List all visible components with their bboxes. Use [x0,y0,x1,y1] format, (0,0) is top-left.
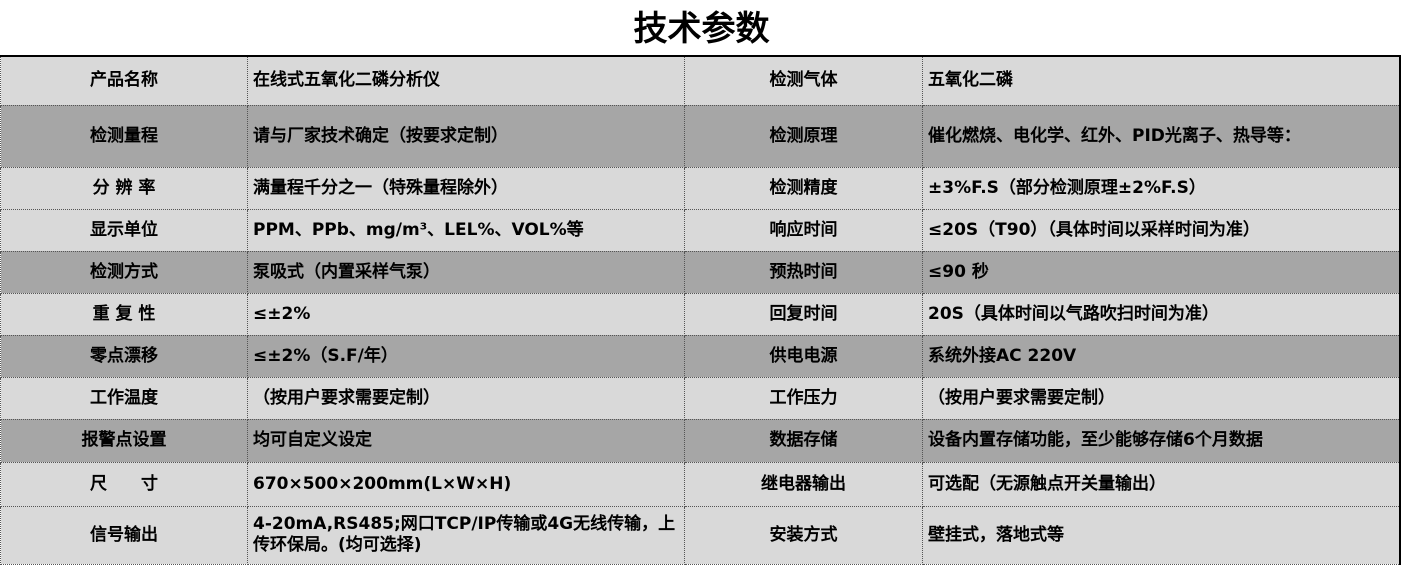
table-row: 工作温度 （按用户要求需要定制） 工作压力 （按用户要求需要定制） [0,376,1401,420]
page-title: 技术参数 [633,9,770,49]
table-row: 零点漂移 ≤±2%（S.F/年） 供电电源 系统外接AC 220V [0,334,1401,378]
spec-value: PPM、PPb、mg/m³、LEL%、VOL%等 [247,208,685,252]
spec-label: 显示单位 [0,208,248,252]
spec-label: 检测原理 [684,104,923,168]
spec-value: 五氧化二磷 [922,55,1401,106]
spec-label: 检测量程 [0,104,248,168]
spec-label: 检测方式 [0,250,248,294]
spec-value: 请与厂家技术确定（按要求定制） [247,104,685,168]
spec-label: 供电电源 [684,334,923,378]
spec-value: 在线式五氧化二磷分析仪 [247,55,685,106]
spec-value: ≤±2% [247,292,685,336]
spec-label: 报警点设置 [0,418,248,463]
table-row: 报警点设置 均可自定义设定 数据存储 设备内置存储功能，至少能够存储6个月数据 [0,418,1401,463]
spec-label: 检测气体 [684,55,923,106]
spec-value: 20S（具体时间以气路吹扫时间为准） [922,292,1401,336]
spec-label: 继电器输出 [684,461,923,507]
spec-value: 泵吸式（内置采样气泵） [247,250,685,294]
spec-label: 零点漂移 [0,334,248,378]
spec-label: 数据存储 [684,418,923,463]
spec-value: （按用户要求需要定制） [247,376,685,420]
table-row: 信号输出 4-20mA,RS485;网口TCP/IP传输或4G无线传输，上传环保局… [0,505,1401,565]
spec-label: 重 复 性 [0,292,248,336]
spec-table: 产品名称 在线式五氧化二磷分析仪 检测气体 五氧化二磷 检测量程 请与厂家技术确定（按要求… [0,55,1401,565]
spec-value: 设备内置存储功能，至少能够存储6个月数据 [922,418,1401,463]
table-row: 检测方式 泵吸式（内置采样气泵） 预热时间 ≤90 秒 [0,250,1401,294]
spec-value: ≤±2%（S.F/年） [247,334,685,378]
spec-label: 工作温度 [0,376,248,420]
table-row: 检测量程 请与厂家技术确定（按要求定制） 检测原理 催化燃烧、电化学、红外、PID光离… [0,104,1401,168]
spec-label: 安装方式 [684,505,923,565]
table-row: 重 复 性 ≤±2% 回复时间 20S（具体时间以气路吹扫时间为准） [0,292,1401,336]
table-row: 显示单位 PPM、PPb、mg/m³、LEL%、VOL%等 响应时间 ≤20S（T90… [0,208,1401,252]
spec-label: 预热时间 [684,250,923,294]
spec-value: ≤20S（T90）（具体时间以采样时间为准） [922,208,1401,252]
spec-value: 均可自定义设定 [247,418,685,463]
spec-label: 响应时间 [684,208,923,252]
spec-value: 670×500×200mm(L×W×H) [247,461,685,507]
spec-value: ≤90 秒 [922,250,1401,294]
spec-value: 催化燃烧、电化学、红外、PID光离子、热导等： [922,104,1401,168]
spec-label: 回复时间 [684,292,923,336]
spec-value: （按用户要求需要定制） [922,376,1401,420]
spec-value: 系统外接AC 220V [922,334,1401,378]
spec-label: 尺 寸 [0,461,248,507]
table-row: 分 辨 率满量程千分之一（特殊量程除外） 检测精度 ±3%F.S（部分检测原理±2%… [0,166,1401,210]
spec-label: 检测精度 [684,166,923,210]
spec-label: 工作压力 [684,376,923,420]
spec-value: 满量程千分之一（特殊量程除外） [247,166,685,210]
spec-value: ±3%F.S（部分检测原理±2%F.S） [922,166,1401,210]
spec-value: 4-20mA,RS485;网口TCP/IP传输或4G无线传输，上传环保局。(均可… [247,505,685,565]
spec-label: 产品名称 [0,55,248,106]
table-row: 尺 寸 670×500×200mm(L×W×H) 继电器输出 可选配（无源触点开关量输… [0,461,1401,507]
spec-label: 信号输出 [0,505,248,565]
spec-label: 分 辨 率 [0,166,248,210]
spec-value: 可选配（无源触点开关量输出） [922,461,1401,507]
table-row: 产品名称 在线式五氧化二磷分析仪 检测气体 五氧化二磷 [0,55,1401,106]
spec-value: 壁挂式，落地式等 [922,505,1401,565]
